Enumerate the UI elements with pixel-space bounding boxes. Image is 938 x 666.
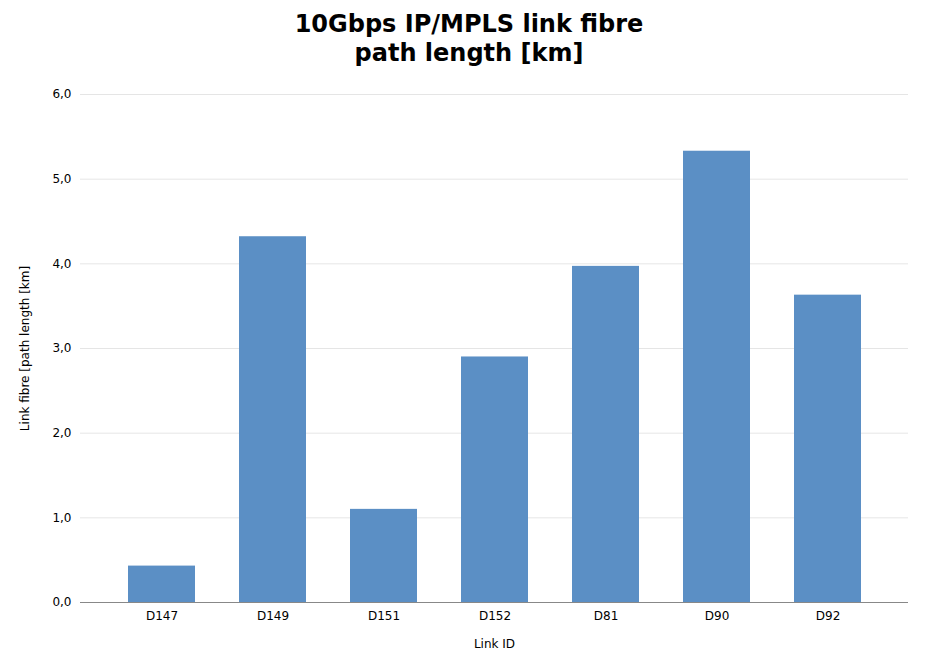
svg-text:D149: D149 <box>257 609 289 623</box>
svg-text:D147: D147 <box>146 609 178 623</box>
svg-text:Link fibre [path length [km]: Link fibre [path length [km] <box>18 265 32 430</box>
svg-text:0,0: 0,0 <box>52 595 71 609</box>
svg-text:D90: D90 <box>705 609 730 623</box>
svg-text:D92: D92 <box>816 609 841 623</box>
html-text:10Gbps IP/MPLS link fibre: 10Gbps IP/MPLS link fibre <box>294 10 644 38</box>
svg-text:4,0: 4,0 <box>52 256 71 270</box>
svg-text:D81: D81 <box>594 609 619 623</box>
svg-text:6,0: 6,0 <box>52 87 71 101</box>
svg-text:3,0: 3,0 <box>52 341 71 355</box>
html-text:path length [km]: path length [km] <box>354 38 584 67</box>
svg-text:2,0: 2,0 <box>52 426 71 440</box>
svg-text:D152: D152 <box>479 609 511 623</box>
svg-text:D151: D151 <box>368 609 400 623</box>
svg-text:1,0: 1,0 <box>52 510 71 524</box>
svg-text:5,0: 5,0 <box>52 172 71 186</box>
svg-text:Link ID: Link ID <box>474 636 515 650</box>
